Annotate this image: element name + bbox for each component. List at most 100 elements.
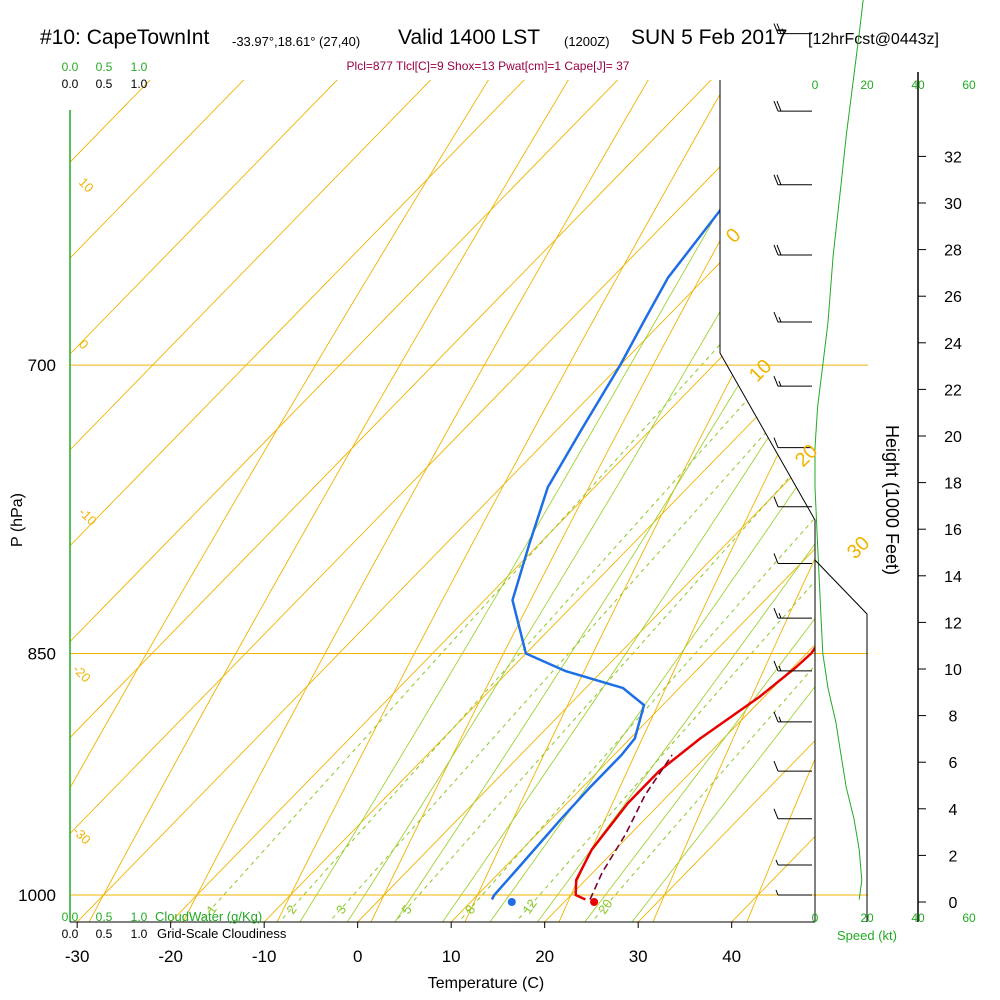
height-tick-label: 14 [944, 569, 962, 586]
dry-adiabat-line [355, 80, 815, 922]
speed-label: Speed (kt) [837, 928, 897, 943]
wind-barb-half-feather [781, 28, 785, 34]
isotherm-label: 30 [843, 532, 874, 563]
wind-barb [775, 889, 812, 896]
dry-adiabat-line [260, 80, 815, 922]
gridcloud-tick-top: 0.0 [62, 77, 79, 91]
wind-barb-feather [773, 375, 779, 387]
mixing-ratio-label: 12 [519, 896, 540, 916]
pressure-tick-label: 700 [28, 356, 56, 375]
wind-barb-feather [773, 660, 779, 672]
mixing-ratio-label: 8 [462, 902, 478, 917]
temperature-line [574, 80, 815, 901]
cloudwater-tick-bottom: 1.0 [131, 910, 148, 924]
moist-adiabat-line [467, 80, 815, 922]
isotherm-line [139, 80, 815, 922]
wind-barb [773, 760, 812, 772]
speed-tick-top: 20 [860, 78, 874, 92]
cloudwater-tick-top: 1.0 [131, 60, 148, 74]
height-tick-label: 2 [949, 848, 958, 865]
wind-barb-half-feather [778, 716, 782, 723]
wind-barb [773, 311, 812, 323]
x-tick-label: 30 [629, 947, 648, 966]
isotherm-line [233, 80, 815, 922]
x-tick-label: 0 [353, 947, 362, 966]
moist-adiabat-line [607, 80, 815, 922]
wind-barb-half-feather [778, 316, 782, 323]
isotherm-label: 0 [76, 337, 92, 353]
pressure-tick-label: 1000 [18, 886, 56, 905]
cloudwater-tick-bottom: 0.0 [62, 910, 79, 924]
wind-barb [773, 553, 812, 564]
mixing-ratio-line [513, 80, 815, 922]
height-tick-label: 32 [944, 149, 962, 166]
parcel-path-line [589, 754, 673, 900]
x-tick-label: 40 [722, 947, 741, 966]
wind-barb-feather [773, 244, 779, 256]
isotherm-label: 10 [76, 175, 97, 196]
wind-barb [773, 437, 812, 449]
height-tick-label: 8 [949, 709, 958, 726]
height-tick-label: 26 [944, 289, 962, 306]
wind-barb-feather [773, 174, 779, 185]
speed-box-outline [814, 520, 868, 922]
speed-tick-top: 40 [911, 78, 925, 92]
mixing-ratio-line [392, 80, 815, 922]
height-tick-label: 28 [944, 243, 962, 260]
dewpoint-line [490, 80, 815, 901]
wind-barb [773, 375, 812, 387]
isotherm-label: -30 [70, 824, 94, 848]
speed-tick-bottom: 20 [860, 911, 874, 925]
x-tick-label: 10 [442, 947, 461, 966]
wind-barb-feather [773, 808, 779, 819]
x-tick-label: 20 [535, 947, 554, 966]
isotherm-line [70, 80, 815, 922]
stability-indices: Plcl=877 Tlcl[C]=9 Shox=13 Pwat[cm]=1 Ca… [347, 59, 630, 73]
station-title: #10: CapeTownInt [40, 26, 210, 49]
cloudwater-tick-top: 0.0 [62, 60, 79, 74]
height-tick-label: 4 [949, 802, 958, 819]
isotherm-label: -20 [70, 662, 94, 686]
gridcloud-tick-top: 1.0 [131, 77, 148, 91]
isotherm-line [70, 80, 815, 922]
dry-adiabat-line [166, 80, 815, 922]
dry-adiabat-line [829, 0, 1000, 953]
isotherm-line [70, 80, 815, 922]
isotherm-line [513, 80, 815, 922]
speed-tick-bottom: 40 [911, 911, 925, 925]
mixing-ratio-line [197, 80, 815, 922]
height-tick-label: 22 [944, 382, 962, 399]
gridcloud-tick-bottom: 1.0 [131, 927, 148, 941]
mixing-ratio-label: 20 [595, 896, 616, 916]
mixing-ratio-line [589, 80, 815, 922]
isotherm-line [70, 80, 815, 922]
speed-tick-top: 60 [962, 78, 976, 92]
x-tick-label: -10 [252, 947, 277, 966]
wind-barb-half-feather [775, 859, 779, 866]
wind-barb-feather [773, 553, 779, 564]
gridcloud-tick-top: 0.5 [96, 77, 113, 91]
moist-adiabat-line [280, 80, 815, 922]
dry-adiabat-line [544, 80, 815, 922]
dry-adiabat-line [70, 80, 815, 922]
height-tick-label: 10 [944, 662, 962, 679]
isotherm-line [70, 80, 815, 922]
isotherm-line [326, 80, 815, 922]
wind-barb [773, 244, 812, 256]
wind-barb-feather [773, 496, 779, 507]
wind-barb-feather [773, 23, 779, 34]
pressure-tick-label: 850 [28, 645, 56, 664]
wind-barb [773, 23, 812, 35]
mixing-ratio-line [456, 80, 815, 922]
wind-barb [773, 660, 812, 672]
isotherm-line [70, 80, 815, 922]
isotherm-line [70, 80, 815, 922]
wind-barb [773, 100, 812, 112]
speed-tick-top: 0 [812, 78, 819, 92]
height-tick-label: 20 [944, 429, 962, 446]
surface_temperature-marker [590, 898, 599, 906]
wind-barb [773, 174, 812, 186]
station-coords: -33.97°,18.61° (27,40) [232, 34, 361, 49]
height-tick-label: 18 [944, 476, 962, 493]
